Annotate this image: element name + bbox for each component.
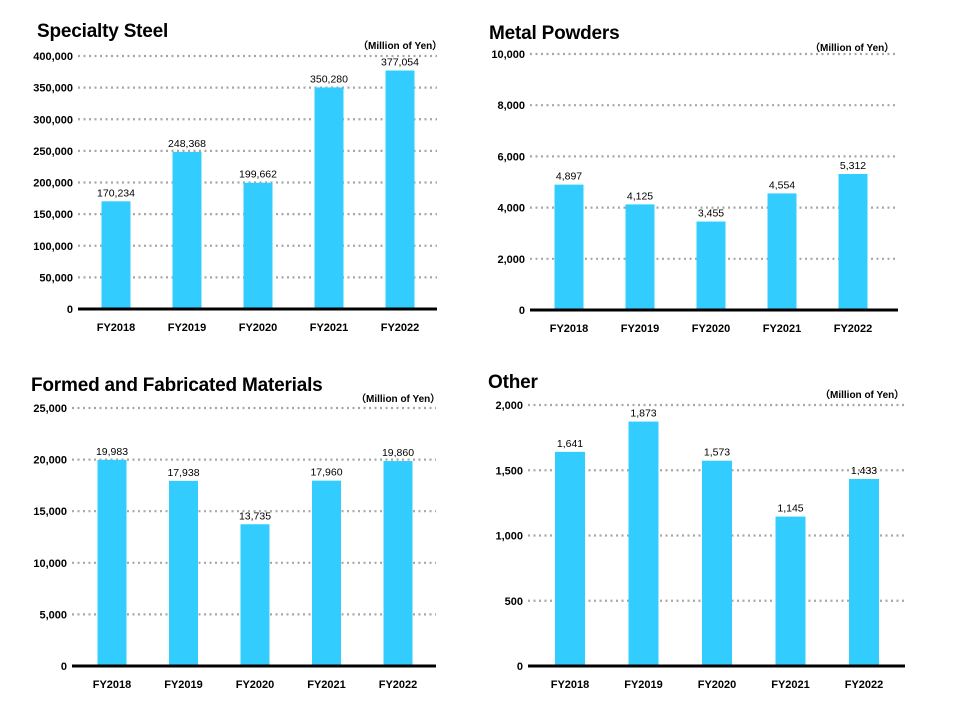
bar-fy2018 <box>555 451 585 666</box>
x-tick-label: FY2021 <box>771 679 810 691</box>
y-tick-label: 2,000 <box>497 254 525 266</box>
data-label: 17,960 <box>310 467 342 479</box>
y-tick-label: 10,000 <box>491 49 525 61</box>
x-tick-label: FY2018 <box>550 323 589 335</box>
y-tick-label: 1,500 <box>495 465 523 477</box>
x-tick-label: FY2019 <box>168 322 207 334</box>
y-tick-label: 4,000 <box>497 203 525 215</box>
data-label: 170,234 <box>97 187 135 199</box>
data-label: 5,312 <box>840 160 866 172</box>
bar-fy2022 <box>383 461 413 666</box>
bar-fy2020 <box>702 460 732 666</box>
data-label: 4,897 <box>556 171 582 183</box>
y-tick-label: 300,000 <box>33 114 73 126</box>
unit-label: （Million of Yen） <box>820 390 905 401</box>
data-label: 19,860 <box>382 447 414 459</box>
bar-fy2021 <box>767 193 797 310</box>
chart-title: Other <box>488 372 538 393</box>
bar-fy2019 <box>628 421 659 666</box>
y-tick-label: 5,000 <box>39 609 67 621</box>
chart-title: Formed and Fabricated Materials <box>31 375 323 396</box>
bar-fy2019 <box>169 480 198 666</box>
data-label: 1,433 <box>851 465 877 477</box>
x-tick-label: FY2019 <box>621 323 660 335</box>
y-tick-label: 2,000 <box>495 400 523 412</box>
data-label: 4,554 <box>769 179 795 191</box>
data-label: 1,573 <box>704 447 730 459</box>
y-tick-label: 200,000 <box>33 178 73 190</box>
data-label: 4,125 <box>627 190 653 202</box>
y-tick-label: 50,000 <box>39 272 73 284</box>
bar-fy2018 <box>554 184 584 310</box>
chart-title: Metal Powders <box>489 23 620 44</box>
x-tick-label: FY2018 <box>93 679 132 691</box>
unit-label: （Million of Yen） <box>358 41 443 52</box>
data-label: 13,735 <box>239 510 271 522</box>
x-tick-label: FY2020 <box>698 679 737 691</box>
bar-fy2021 <box>314 87 344 309</box>
x-tick-label: FY2018 <box>551 679 590 691</box>
y-tick-label: 500 <box>505 596 523 608</box>
data-label: 248,368 <box>168 138 206 150</box>
data-label: 350,280 <box>310 73 348 85</box>
y-tick-label: 6,000 <box>497 151 525 163</box>
data-label: 19,983 <box>96 446 128 458</box>
y-tick-label: 150,000 <box>33 209 73 221</box>
x-tick-label: FY2022 <box>834 323 873 335</box>
data-label: 377,054 <box>381 57 419 69</box>
bar-fy2018 <box>101 201 131 309</box>
y-tick-label: 1,000 <box>495 531 523 543</box>
y-tick-label: 350,000 <box>33 83 73 95</box>
y-tick-label: 0 <box>67 304 73 316</box>
bar-fy2022 <box>838 174 868 310</box>
data-label: 3,455 <box>698 208 724 220</box>
y-tick-label: 15,000 <box>33 506 67 518</box>
y-tick-label: 8,000 <box>497 100 525 112</box>
y-tick-label: 10,000 <box>33 558 67 570</box>
bar-fy2022 <box>385 70 415 310</box>
x-tick-label: FY2022 <box>379 679 418 691</box>
bar-fy2020 <box>240 524 270 666</box>
y-tick-label: 0 <box>61 661 67 673</box>
x-tick-label: FY2019 <box>624 679 663 691</box>
y-tick-label: 100,000 <box>33 241 73 253</box>
x-tick-label: FY2021 <box>763 323 802 335</box>
unit-label: （Million of Yen） <box>810 43 895 54</box>
bar-fy2022 <box>849 478 879 666</box>
data-label: 17,938 <box>167 467 199 479</box>
bar-fy2021 <box>775 516 806 666</box>
data-label: 1,145 <box>777 503 803 515</box>
chart-title: Specialty Steel <box>37 21 169 42</box>
x-tick-label: FY2020 <box>692 323 731 335</box>
x-tick-label: FY2018 <box>97 322 136 334</box>
x-tick-label: FY2022 <box>381 322 420 334</box>
bar-fy2021 <box>312 480 341 666</box>
y-tick-label: 0 <box>519 305 525 317</box>
x-tick-label: FY2019 <box>164 679 203 691</box>
y-tick-label: 20,000 <box>33 455 67 467</box>
bar-fy2019 <box>625 204 655 310</box>
x-tick-label: FY2020 <box>236 679 275 691</box>
data-label: 1,873 <box>630 408 656 420</box>
x-tick-label: FY2020 <box>239 322 278 334</box>
y-tick-label: 250,000 <box>33 146 73 158</box>
x-tick-label: FY2022 <box>845 679 884 691</box>
bar-fy2018 <box>97 459 127 666</box>
x-tick-label: FY2021 <box>307 679 346 691</box>
data-label: 199,662 <box>239 169 277 181</box>
unit-label: （Million of Yen） <box>356 394 441 405</box>
x-tick-label: FY2021 <box>310 322 349 334</box>
bar-fy2020 <box>696 221 726 310</box>
y-tick-label: 400,000 <box>33 51 73 63</box>
y-tick-label: 0 <box>517 661 523 673</box>
bar-fy2020 <box>243 182 273 309</box>
bar-fy2019 <box>172 151 202 309</box>
y-tick-label: 25,000 <box>33 403 67 415</box>
data-label: 1,641 <box>557 438 583 450</box>
